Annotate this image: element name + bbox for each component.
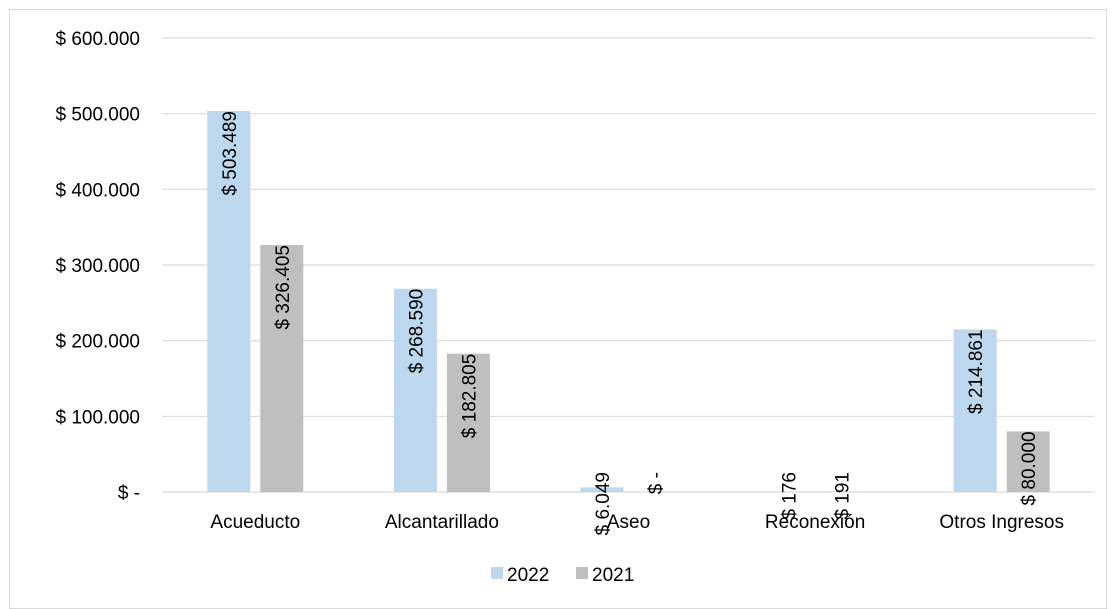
data-label: $ 503.489 — [220, 111, 241, 196]
category-label: Alcantarillado — [385, 512, 499, 533]
legend: 2022 2021 — [491, 565, 634, 586]
y-tick-label: $ 300.000 — [55, 256, 140, 277]
legend-swatch-2021 — [576, 567, 588, 579]
y-tick-label: $ - — [118, 483, 140, 504]
x-axis-category-labels: Acueducto Alcantarillado Aseo Reconexión Otr… — [210, 512, 1064, 533]
category-label: Otros Ingresos — [939, 512, 1064, 533]
bars — [207, 111, 1049, 492]
category-label: Aseo — [607, 512, 650, 533]
category-label: Acueducto — [210, 512, 300, 533]
data-label: $ 268.590 — [406, 289, 427, 374]
legend-label: 2022 — [507, 565, 549, 586]
data-label: $ - — [646, 472, 667, 494]
data-labels: $ 503.489$ 326.405$ 268.590$ 182.805$ 6.… — [220, 111, 1040, 535]
data-label: $ 326.405 — [273, 245, 294, 330]
data-label: $ 182.805 — [459, 354, 480, 439]
category-label: Reconexión — [765, 512, 865, 533]
y-axis-tick-labels: $ - $ 100.000 $ 200.000 $ 300.000 $ 400.000 $… — [55, 29, 140, 504]
y-tick-label: $ 500.000 — [55, 105, 140, 126]
y-tick-label: $ 600.000 — [55, 29, 140, 50]
y-tick-label: $ 100.000 — [55, 407, 140, 428]
legend-label: 2021 — [592, 565, 634, 586]
data-label: $ 80.000 — [1019, 431, 1040, 505]
y-tick-label: $ 200.000 — [55, 332, 140, 353]
y-tick-label: $ 400.000 — [55, 180, 140, 201]
data-label: $ 214.861 — [966, 329, 987, 414]
legend-swatch-2022 — [491, 567, 503, 579]
